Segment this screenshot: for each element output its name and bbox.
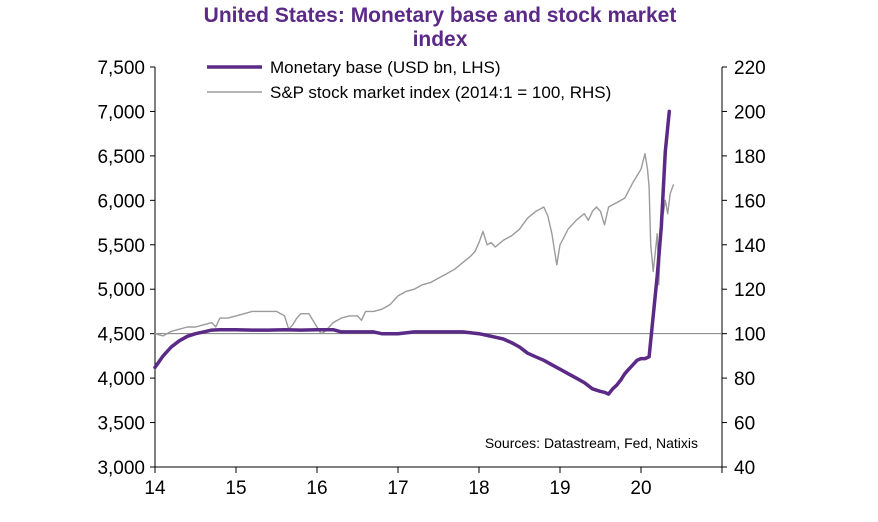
monetary-base-line bbox=[153, 109, 672, 396]
left-tick-label: 7,500 bbox=[97, 58, 145, 79]
x-tick-label: 17 bbox=[387, 478, 408, 499]
left-tick-label: 4,500 bbox=[97, 325, 145, 346]
left-tick-label: 3,500 bbox=[97, 414, 145, 435]
chart-title-line2: index bbox=[412, 28, 468, 51]
left-tick-label: 6,000 bbox=[97, 191, 145, 212]
left-tick-label: 5,500 bbox=[97, 236, 145, 257]
right-tick-label: 140 bbox=[734, 236, 766, 257]
legend-sp-index-label: S&P stock market index (2014:1 = 100, RH… bbox=[270, 83, 611, 102]
right-tick-label: 180 bbox=[734, 147, 766, 168]
x-tick-label: 18 bbox=[468, 478, 489, 499]
left-tick-label: 3,000 bbox=[97, 458, 145, 479]
chart-title-line1: United States: Monetary base and stock m… bbox=[203, 4, 677, 27]
left-tick-label: 7,000 bbox=[97, 102, 145, 123]
left-tick-label: 4,000 bbox=[97, 369, 145, 390]
legend-monetary-base-label: Monetary base (USD bn, LHS) bbox=[270, 58, 501, 77]
x-tick-label: 20 bbox=[630, 478, 651, 499]
right-tick-label: 120 bbox=[734, 280, 766, 301]
left-tick-label: 6,500 bbox=[97, 147, 145, 168]
right-tick-label: 80 bbox=[734, 369, 755, 390]
right-tick-label: 200 bbox=[734, 102, 766, 123]
source-note: Sources: Datastream, Fed, Natixis bbox=[485, 435, 698, 451]
left-tick-label: 5,000 bbox=[97, 280, 145, 301]
right-tick-label: 100 bbox=[734, 325, 766, 346]
right-tick-label: 40 bbox=[734, 458, 755, 479]
x-tick-label: 16 bbox=[306, 478, 327, 499]
x-tick-label: 19 bbox=[549, 478, 570, 499]
x-tick-label: 15 bbox=[225, 478, 246, 499]
right-tick-label: 60 bbox=[734, 414, 755, 435]
right-tick-label: 220 bbox=[734, 58, 766, 79]
right-tick-label: 160 bbox=[734, 191, 766, 212]
sp-index-line bbox=[154, 152, 675, 337]
x-tick-label: 14 bbox=[144, 478, 166, 499]
